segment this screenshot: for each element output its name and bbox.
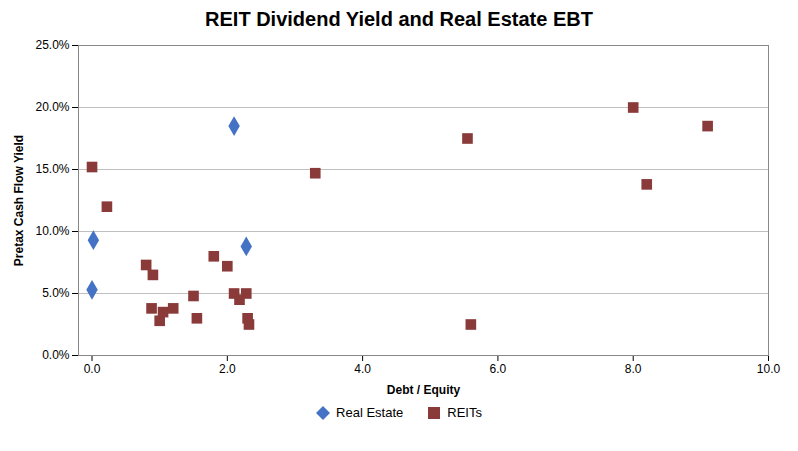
svg-text:0.0: 0.0 [84,362,101,376]
svg-text:20.0%: 20.0% [35,100,69,114]
svg-text:8.0: 8.0 [625,362,642,376]
svg-text:6.0: 6.0 [490,362,507,376]
svg-text:10.0: 10.0 [757,362,781,376]
svg-text:Debt / Equity: Debt / Equity [387,383,461,397]
svg-text:4.0: 4.0 [354,362,371,376]
html-text:Real Estate: Real Estate [336,405,404,420]
svg-text:25.0%: 25.0% [35,38,69,52]
svg-text:Pretax Cash Flow Yield: Pretax Cash Flow Yield [12,135,26,266]
svg-text:15.0%: 15.0% [35,162,69,176]
html-text:REITs: REITs [447,405,482,420]
svg-text:0.0%: 0.0% [42,348,70,362]
svg-text:10.0%: 10.0% [35,224,69,238]
html-text:REIT Dividend Yield and Real E: REIT Dividend Yield and Real Estate EBT [205,8,593,30]
svg-text:2.0: 2.0 [219,362,236,376]
svg-text:5.0%: 5.0% [42,286,70,300]
